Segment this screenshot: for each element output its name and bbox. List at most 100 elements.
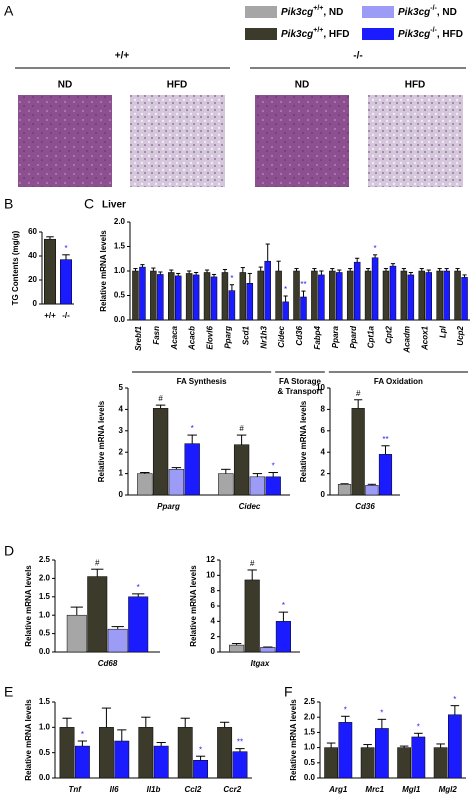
y-tick-label: 1.0 (114, 266, 126, 275)
group-label: FA Synthesis (177, 377, 227, 386)
bar (107, 628, 128, 653)
y-tick-label: 3 (119, 426, 124, 435)
significance-mark: * (380, 708, 383, 717)
y-tick-label: 0.0 (304, 773, 316, 782)
bar (218, 473, 234, 496)
bar (436, 270, 443, 321)
bar (265, 476, 281, 496)
bar (132, 270, 139, 321)
x-tick-label: Tnf (68, 785, 82, 794)
bar (233, 444, 250, 496)
bar (378, 454, 393, 496)
x-tick-label: Ccr2 (223, 785, 241, 794)
panel-label: D (4, 543, 14, 559)
y-tick-label: 4 (211, 616, 216, 625)
bar (257, 270, 264, 321)
significance-mark: * (417, 722, 420, 731)
y-tick-label: 0.5 (39, 629, 51, 638)
bar (346, 270, 354, 321)
y-tick-label: 0 (119, 490, 124, 499)
bar (193, 760, 209, 779)
bar (300, 296, 307, 321)
significance-mark: # (95, 558, 100, 567)
y-tick-label: 1.5 (39, 697, 51, 706)
y-tick-label: 1.0 (304, 743, 316, 752)
bar (375, 728, 389, 779)
x-tick-label: Cd68 (98, 659, 118, 668)
bar (264, 260, 271, 321)
x-tick-label: Mgl2 (439, 785, 458, 794)
significance-mark: # (250, 559, 255, 568)
y-tick-label: 0.0 (39, 773, 51, 782)
y-tick-label: 1.5 (39, 592, 51, 601)
x-tick-label: Cd36 (355, 502, 375, 511)
y-tick-label: 2.0 (114, 217, 126, 226)
y-tick-label: 6 (321, 426, 326, 435)
bar (448, 714, 462, 779)
bar (139, 266, 146, 321)
bar (232, 751, 248, 779)
histology-image (255, 95, 349, 187)
diet-label: HFD (167, 80, 188, 91)
x-tick-label: -/- (62, 311, 70, 320)
x-tick-label: Il1b (147, 785, 161, 794)
y-tick-label: 0 (33, 299, 38, 308)
diet-label: ND (58, 80, 72, 91)
bar (153, 745, 169, 779)
y-tick-label: 1.0 (39, 722, 51, 731)
legend-genotype: +/+ (313, 5, 323, 12)
y-tick-label: 2.0 (304, 712, 316, 721)
bar (98, 727, 114, 779)
legend-swatch (362, 28, 394, 40)
y-tick-label: 10 (206, 570, 215, 579)
bar (74, 745, 90, 779)
bar (221, 272, 229, 321)
significance-mark: ** (382, 435, 388, 444)
x-tick-label: Acaca (170, 325, 179, 350)
y-tick-label: 8 (321, 405, 326, 414)
bar (44, 238, 56, 305)
x-tick-label: Ccl2 (184, 785, 201, 794)
bar (174, 275, 182, 321)
histology-image (368, 95, 463, 187)
bar (87, 576, 108, 653)
y-tick-label: 0 (211, 647, 216, 656)
legend-diet: , HFD (437, 29, 463, 40)
x-tick-label: Elovl6 (206, 325, 215, 349)
bar (365, 485, 379, 496)
bar (275, 621, 291, 653)
x-tick-label: Mrc1 (365, 785, 384, 794)
y-axis-label: Relative mRNA levels (99, 230, 108, 312)
y-axis-label: Relative mRNA levels (24, 699, 33, 781)
panel-label: C (84, 196, 94, 212)
bar (371, 257, 379, 321)
y-tick-label: 2.5 (304, 697, 316, 706)
y-tick-label: 6 (211, 601, 216, 610)
significance-mark: * (230, 274, 233, 283)
y-tick-label: 40 (28, 251, 37, 260)
significance-mark: * (453, 695, 456, 704)
x-tick-label: Mgl1 (402, 785, 421, 794)
y-axis-label: Relative mRNA levels (189, 565, 198, 647)
significance-mark: # (158, 394, 163, 403)
bar (66, 614, 87, 653)
legend-label: Pik3cg-/-, ND (398, 5, 457, 17)
panel-label: F (284, 684, 293, 700)
legend-diet: , ND (323, 7, 343, 18)
genotype-label: +/+ (115, 51, 130, 62)
bar (338, 722, 353, 779)
bar (389, 265, 397, 321)
x-tick-label: Srebf1 (134, 325, 143, 350)
bar (249, 476, 266, 496)
y-tick-label: 10 (316, 383, 325, 392)
x-tick-label: Cidec (277, 325, 286, 347)
legend-swatch (362, 6, 394, 18)
bar (203, 272, 211, 321)
bar (114, 740, 130, 779)
significance-mark: * (64, 244, 67, 253)
y-tick-label: 0.0 (39, 647, 51, 656)
y-axis-label: Relative mRNA levels (24, 565, 33, 647)
x-tick-label: Fabp4 (313, 325, 322, 349)
bar (137, 473, 153, 496)
y-axis-label: Relative mRNA levels (97, 400, 106, 482)
